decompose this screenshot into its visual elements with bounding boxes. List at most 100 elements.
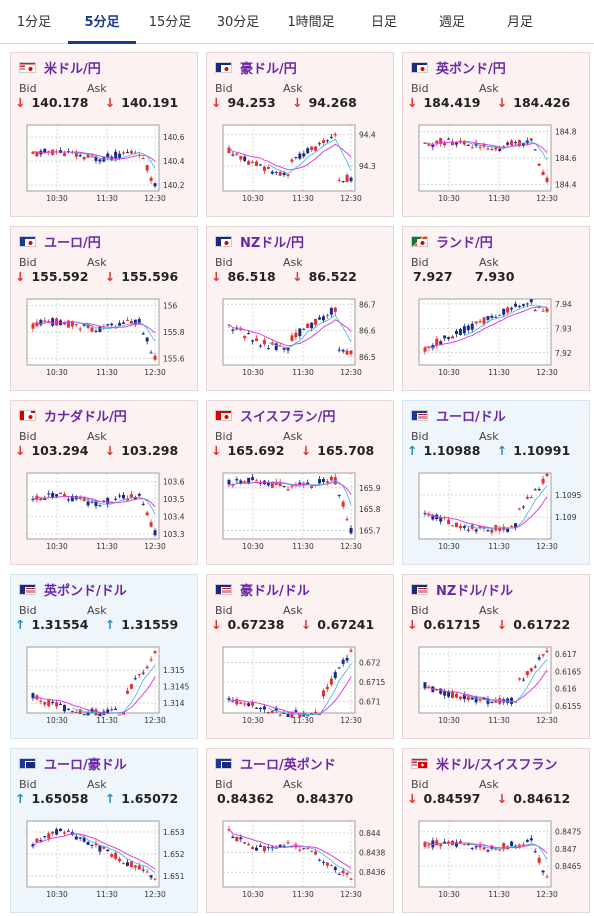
price-chart[interactable]: 7.94 7.93 7.92 10:30 11:30 12:30 — [409, 291, 585, 387]
ask-value: 165.708 — [317, 443, 375, 458]
pair-name[interactable]: 豪ドル/円 — [240, 61, 297, 77]
price-chart[interactable]: 103.6 103.5 103.4 103.3 10:30 11:30 12:30 — [17, 465, 193, 561]
price-chart[interactable]: 1.653 1.652 1.651 10:30 11:30 12:30 — [17, 813, 193, 909]
candle-body — [514, 523, 518, 529]
currency-card-7[interactable]: カナダドル/円 Bid Ask ↓ 103.294 ↓ 103.298 103.6 10… — [10, 400, 198, 565]
moving-average-line — [424, 496, 548, 529]
candle-body — [310, 322, 314, 329]
candle-body — [302, 848, 306, 850]
currency-card-12[interactable]: NZドル/ドル Bid Ask ↓ 0.61715 ↓ 0.61722 0.617 0.… — [402, 574, 590, 739]
tab-8[interactable]: 月足 — [506, 15, 533, 30]
tab-1[interactable]: 1分足 — [16, 15, 52, 30]
candle-body — [462, 326, 466, 334]
currency-card-14[interactable]: ユーロ/英ポンド Bid Ask 0.84362 0.84370 0.844 0.8… — [206, 748, 394, 913]
x-tick-label: 10:30 — [46, 542, 68, 551]
candle-body — [529, 838, 533, 841]
price-labels: Bid Ask — [411, 604, 547, 617]
candle-body — [239, 329, 243, 331]
candle-body — [137, 674, 141, 676]
pair-name[interactable]: ユーロ/ドル — [436, 409, 506, 425]
trend-arrow-icon: ↓ — [15, 269, 26, 284]
candle-body — [282, 485, 286, 488]
price-chart[interactable]: 165.9 165.8 165.7 10:30 11:30 12:30 — [213, 465, 389, 561]
pair-name[interactable]: ランド/円 — [436, 235, 493, 251]
x-tick-label: 10:30 — [438, 890, 460, 899]
tab-3[interactable]: 15分足 — [148, 15, 192, 30]
currency-card-11[interactable]: 豪ドル/ドル Bid Ask ↓ 0.67238 ↓ 0.67241 0.672 0.6… — [206, 574, 394, 739]
candle-body — [243, 156, 247, 162]
candle-body — [486, 698, 490, 704]
candle-body — [325, 481, 329, 483]
x-tick-label: 12:30 — [340, 890, 362, 899]
candle-body — [235, 479, 239, 481]
candle-body — [314, 318, 318, 325]
pair-name[interactable]: ユーロ/円 — [44, 235, 101, 251]
price-labels: Bid Ask — [19, 82, 155, 95]
currency-card-15[interactable]: 米ドル/スイスフラン Bid Ask ↓ 0.84597 ↓ 0.84612 0.84… — [402, 748, 590, 913]
pair-name[interactable]: NZドル/円 — [240, 235, 305, 251]
price-chart[interactable]: 0.617 0.6165 0.616 0.6155 10:30 11:30 12:30 — [409, 639, 585, 735]
candle-body — [427, 514, 431, 516]
price-values: ↓ 86.518 ↓ 86.522 — [211, 269, 369, 284]
x-tick-label: 11:30 — [96, 194, 118, 203]
price-chart[interactable]: 0.8475 0.847 0.8465 10:30 11:30 12:30 — [409, 813, 585, 909]
x-tick-label: 10:30 — [242, 716, 264, 725]
trend-arrow-icon: ↓ — [211, 617, 222, 632]
price-chart[interactable]: 1.315 1.3145 1.314 10:30 11:30 12:30 — [17, 639, 193, 735]
candle-body — [286, 713, 290, 718]
x-tick-label: 12:30 — [536, 194, 558, 203]
candle-body — [470, 147, 474, 149]
candle-body — [66, 499, 70, 501]
card-header: ユーロ/豪ドル — [19, 754, 127, 773]
pair-name[interactable]: カナダドル/円 — [44, 409, 127, 425]
pair-name[interactable]: NZドル/ドル — [436, 583, 514, 599]
pair-name[interactable]: 英ポンド/円 — [436, 61, 506, 77]
currency-card-3[interactable]: 英ポンド/円 Bid Ask ↓ 184.419 ↓ 184.426 184.8 184… — [402, 52, 590, 217]
tab-7[interactable]: 週足 — [438, 15, 465, 30]
tab-5[interactable]: 1時間足 — [287, 15, 335, 30]
x-tick-label: 10:30 — [46, 890, 68, 899]
tab-6[interactable]: 日足 — [370, 15, 397, 30]
currency-card-5[interactable]: NZドル/円 Bid Ask ↓ 86.518 ↓ 86.522 86.7 86.6 86… — [206, 226, 394, 391]
candle-body — [66, 708, 70, 710]
currency-card-10[interactable]: 英ポンド/ドル Bid Ask ↑ 1.31554 ↑ 1.31559 1.315 1.… — [10, 574, 198, 739]
price-chart[interactable]: 86.7 86.6 86.5 10:30 11:30 12:30 — [213, 291, 389, 387]
candle-body — [466, 325, 470, 331]
price-chart[interactable]: 140.6 140.4 140.2 10:30 11:30 12:30 — [17, 117, 193, 213]
price-chart[interactable]: 0.844 0.8438 0.8436 10:30 11:30 12:30 — [213, 813, 389, 909]
candle-body — [78, 155, 82, 157]
candle-body — [110, 323, 114, 326]
candle-body — [337, 667, 341, 669]
price-chart[interactable]: 1.1095 1.109 10:30 11:30 12:30 — [409, 465, 585, 561]
candle-body — [290, 335, 294, 342]
pair-name[interactable]: ユーロ/豪ドル — [44, 757, 127, 773]
price-labels: Bid Ask — [215, 256, 351, 269]
currency-card-13[interactable]: ユーロ/豪ドル Bid Ask ↑ 1.65058 ↑ 1.65072 1.653 1.… — [10, 748, 198, 913]
candle-body — [341, 870, 345, 874]
trend-arrow-icon: ↓ — [300, 443, 312, 458]
pair-name[interactable]: ユーロ/英ポンド — [240, 757, 336, 773]
candle-body — [545, 876, 549, 878]
currency-card-1[interactable]: 米ドル/円 Bid Ask ↓ 140.178 ↓ 140.191 140.6 140.… — [10, 52, 198, 217]
price-chart[interactable]: 156 155.8 155.6 10:30 11:30 12:30 — [17, 291, 193, 387]
tab-2[interactable]: 5分足 — [68, 0, 136, 44]
currency-card-6[interactable]: ランド/円 Bid Ask 7.927 7.930 7.94 7.93 7.92 10:… — [402, 226, 590, 391]
pair-name[interactable]: 米ドル/スイスフラン — [436, 757, 558, 773]
candle-body — [333, 477, 337, 485]
currency-card-2[interactable]: 豪ドル/円 Bid Ask ↓ 94.253 ↓ 94.268 94.4 94.3 10:… — [206, 52, 394, 217]
price-chart[interactable]: 184.8 184.6 184.4 10:30 11:30 12:30 — [409, 117, 585, 213]
candle-body — [478, 321, 482, 323]
currency-card-4[interactable]: ユーロ/円 Bid Ask ↓ 155.592 ↓ 155.596 156 155.8 1… — [10, 226, 198, 391]
pair-name[interactable]: 英ポンド/ドル — [44, 583, 127, 599]
candle-body — [122, 152, 126, 154]
pair-name[interactable]: 豪ドル/ドル — [240, 583, 310, 599]
y-tick-label: 1.315 — [163, 666, 185, 675]
price-chart[interactable]: 0.672 0.6715 0.671 10:30 11:30 12:30 — [213, 639, 389, 735]
currency-card-8[interactable]: スイスフラン/円 Bid Ask ↓ 165.692 ↓ 165.708 165.9 1… — [206, 400, 394, 565]
pair-name[interactable]: スイスフラン/円 — [240, 409, 336, 425]
currency-card-9[interactable]: ユーロ/ドル Bid Ask ↑ 1.10988 ↑ 1.10991 1.1095 1.… — [402, 400, 590, 565]
tab-4[interactable]: 30分足 — [216, 15, 260, 30]
price-chart[interactable]: 94.4 94.3 10:30 11:30 12:30 — [213, 117, 389, 213]
pair-name[interactable]: 米ドル/円 — [44, 61, 101, 77]
candle-body — [423, 512, 427, 514]
